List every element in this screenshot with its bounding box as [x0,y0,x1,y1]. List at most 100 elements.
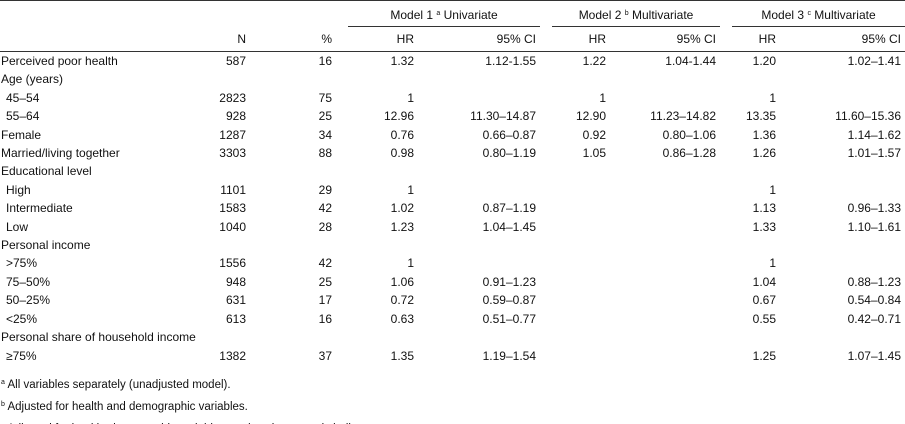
cell: 0.87–1.19 [482,201,537,216]
cell: 1.07–1.45 [847,348,902,363]
footnote-text: Adjusted for health and demographic vari… [7,400,248,413]
cell: 34 [318,127,332,142]
group-label: Personal income [1,238,91,253]
empty-header [250,1,336,28]
row-label: Married/living together [1,146,120,161]
column-header: 95% CI [780,27,905,52]
model-note: a [436,10,441,17]
cell: 1 [407,90,414,105]
empty-cell [540,181,610,199]
footnote: c Adjusted for health, demographic varia… [0,417,905,424]
cell: 1 [407,182,414,197]
model-note: b [624,10,629,17]
table-row: Personal share of household income [0,328,905,346]
empty-cell [780,254,905,272]
header-row: Model 1 a Univariate Model 2 b Multivaria… [0,1,905,28]
cell: 1.33 [752,219,777,234]
cell: 25 [318,274,332,289]
cell: 0.51–0.77 [482,311,537,326]
empty-cell [540,273,610,291]
cell: 16 [318,54,332,68]
table-row: 45–54 2823 75 1 1 1 [0,89,905,107]
row-label: Perceived poor health [1,54,118,68]
empty-cell [610,310,720,328]
column-header: % [250,27,336,52]
footnote: b Adjusted for health and demographic va… [0,395,905,417]
cell: 0.72 [390,293,414,308]
header-row: N% HR 95% CI HR 95% CI HR 95% CI [0,27,905,52]
row-label: Intermediate [6,201,73,216]
table-row: >75% 1556 42 1 1 [0,254,905,272]
row-label: Low [6,219,29,234]
cell: 42 [318,256,332,271]
footnote-mark: b [1,400,5,408]
empty-header [0,1,190,28]
cell: 0.55 [752,311,777,326]
table-row: Low 1040 28 1.23 1.04–1.45 1.33 1.10–1.61 [0,218,905,236]
cell: 12.96 [383,109,414,124]
column-header: HR [540,27,611,52]
cell: 1.04–1.45 [482,219,537,234]
cell: 0.98 [390,146,414,161]
cell: 29 [318,182,332,197]
table-row: 75–50% 948 25 1.06 0.91–1.23 1.04 0.88–1.23 [0,273,905,291]
row-label: 45–54 [6,90,40,105]
model-desc: Univariate [443,8,498,22]
empty-cell [418,181,540,199]
cell: 0.59–0.87 [482,293,537,308]
cell: 1.13 [752,201,777,216]
empty-header [190,1,250,28]
cell: 1.05 [582,146,607,161]
row-label: 50–25% [6,293,51,308]
cell: 1.25 [752,348,777,363]
table-row: 50–25% 631 17 0.72 0.59–0.87 0.67 0.54–0.84 [0,291,905,309]
empty-header [0,27,190,52]
cell: 1.19–1.54 [482,348,537,363]
cell: 37 [318,348,332,363]
footnote-mark: a [1,378,5,386]
empty-cell [418,254,540,272]
cell: 0.67 [752,293,777,308]
empty-cell [780,89,905,107]
cell: 11.30–14.87 [470,109,537,124]
cell: 3303 [219,146,246,161]
cell: 0.42–0.71 [847,311,902,326]
column-header: HR [336,27,418,52]
cell: 0.76 [390,127,414,142]
cell: 88 [318,146,332,161]
row-label: >75% [6,256,38,271]
cell: 17 [318,293,332,308]
row-label: High [6,182,31,197]
table-header: Model 1 a Univariate Model 2 b Multivaria… [0,1,905,52]
table-row: Personal income [0,236,905,254]
cell: 1 [599,90,607,105]
group-label: Age (years) [1,72,64,87]
footnote-mark: c [1,423,5,424]
cell: 948 [225,274,246,289]
table-row: Educational level [0,162,905,180]
empty-cell [418,89,540,107]
empty-cell [610,291,720,309]
row-label: <25% [6,311,38,326]
empty-cell [610,218,720,236]
footnote-text: Adjusted for health, demographic variabl… [7,423,385,424]
cell: 13.35 [745,109,777,124]
row-label: 55–64 [6,109,40,124]
empty-cell [540,218,610,236]
cell: 0.88–1.23 [847,274,902,289]
model-name: Model 3 [761,8,805,22]
cell: 928 [225,109,246,124]
empty-cell [540,254,610,272]
empty-cell [610,199,720,217]
results-table: Model 1 a Univariate Model 2 b Multivaria… [0,0,905,365]
empty-cell [780,181,905,199]
table-row: Married/living together 3303 88 0.98 0.80–1.… [0,144,905,162]
table-body: Perceived poor health 587 16 1.32 1.12-1.55 1… [0,52,905,365]
cell: 1.36 [752,127,777,142]
cell: 1.12-1.55 [485,54,537,68]
cell: 0.86–1.28 [662,146,717,161]
cell: 42 [318,201,332,216]
table-row: Perceived poor health 587 16 1.32 1.12-1.55 1… [0,52,905,71]
model-desc: Multivariate [631,8,694,22]
